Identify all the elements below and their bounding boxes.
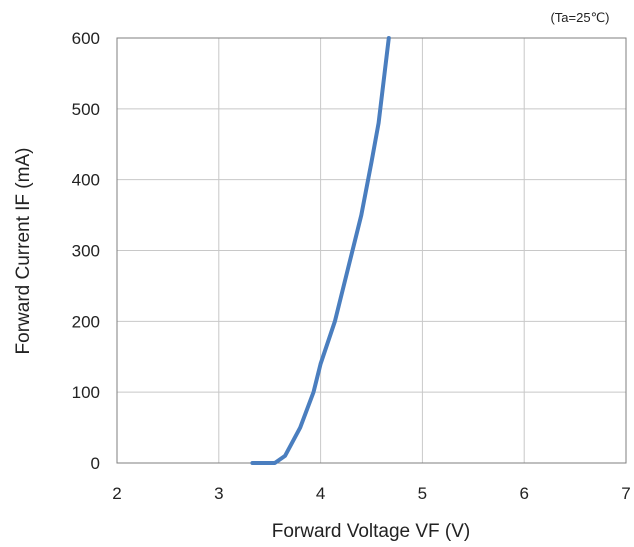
y-tick-label: 400 xyxy=(72,171,100,190)
y-tick-label: 500 xyxy=(72,100,100,119)
x-axis-title: Forward Voltage VF (V) xyxy=(272,521,471,542)
x-tick-label: 7 xyxy=(621,484,630,503)
x-tick-label: 4 xyxy=(316,484,325,503)
x-tick-label: 5 xyxy=(418,484,427,503)
y-tick-label: 100 xyxy=(72,383,100,402)
x-axis-ticks: 2 3 4 5 6 7 xyxy=(112,484,630,503)
x-tick-label: 3 xyxy=(214,484,223,503)
temperature-annotation: (Ta=25℃) xyxy=(550,10,609,25)
y-tick-label: 0 xyxy=(91,454,100,473)
x-tick-label: 2 xyxy=(112,484,121,503)
y-tick-label: 300 xyxy=(72,242,100,261)
y-axis-title: Forward Current IF (mA) xyxy=(13,148,34,355)
y-axis-ticks: 0 100 200 300 400 500 600 xyxy=(72,29,100,473)
grid xyxy=(117,38,626,463)
x-tick-label: 6 xyxy=(519,484,528,503)
y-tick-label: 200 xyxy=(72,312,100,331)
y-tick-label: 600 xyxy=(72,29,100,48)
